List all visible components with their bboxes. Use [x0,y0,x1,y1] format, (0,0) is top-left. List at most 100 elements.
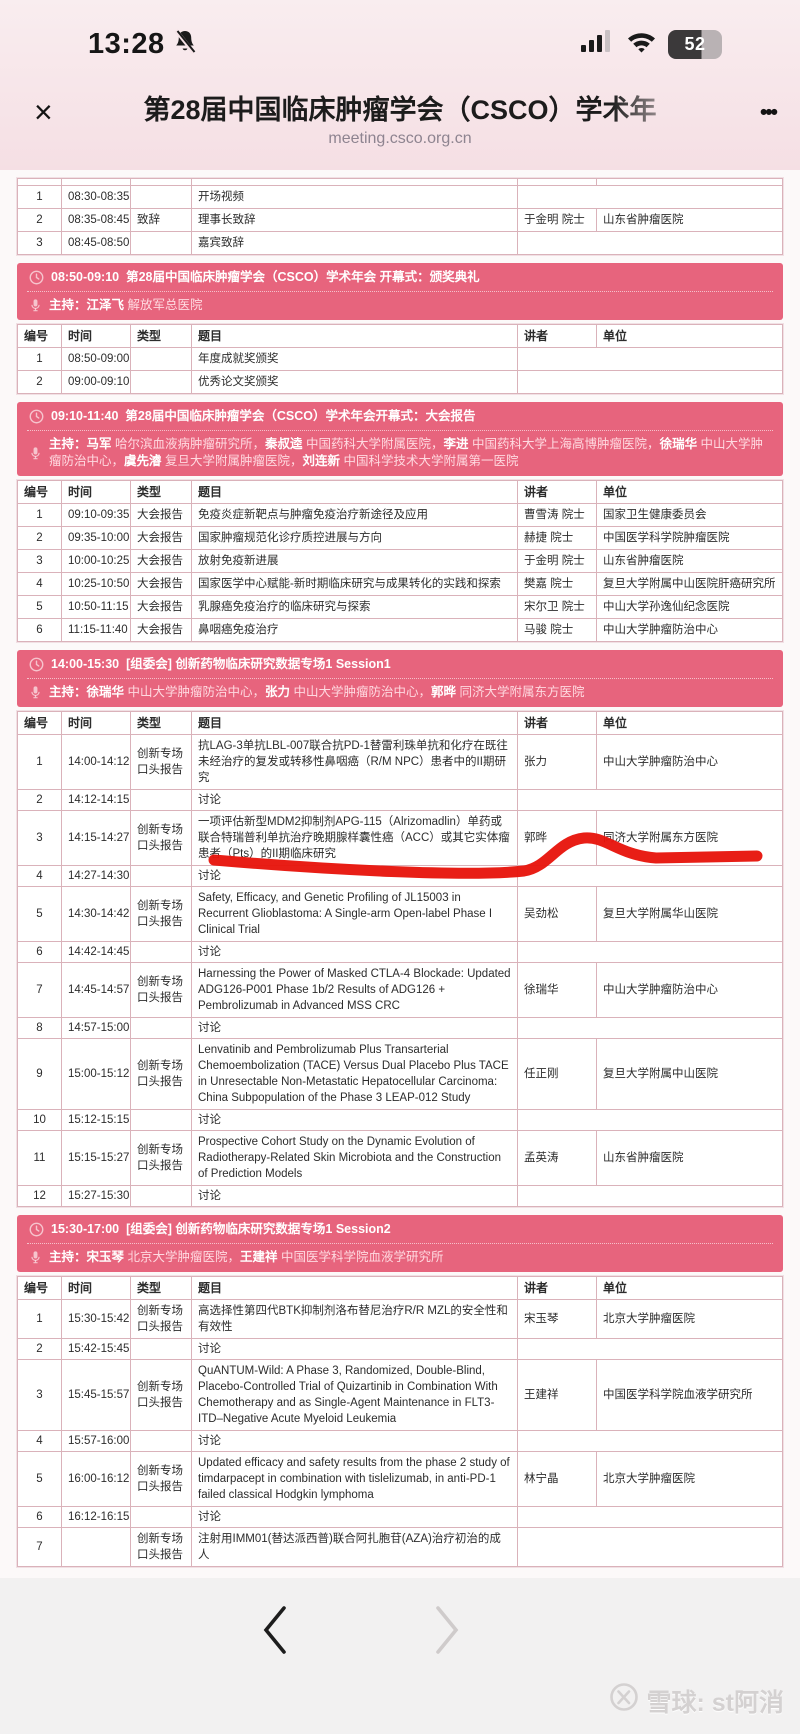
cell-type: 创新专场口头报告 [130,1038,192,1110]
cell-title: 年度成就奖颁奖 [191,347,518,371]
clock-icon [29,657,44,672]
cell-title: QuANTUM-Wild: A Phase 3, Randomized, Dou… [191,1359,518,1431]
mic-icon [29,1250,42,1265]
cell-time: 16:12-16:15 [61,1506,131,1528]
table-row: 8 14:57-15:00 讨论 [17,1017,783,1039]
column-header: 时间 [61,711,131,735]
cell-number: 4 [17,1430,62,1452]
cell-type: 大会报告 [130,595,192,619]
host-org: 同济大学附属东方医院 [456,685,585,699]
host-name: 徐瑞华 [86,685,125,699]
column-header: 讲者 [517,711,597,735]
column-header: 讲者 [517,1276,597,1300]
more-icon[interactable]: ••• [759,101,778,124]
table-row: 5 16:00-16:12 创新专场口头报告 Updated efficacy and… [17,1451,783,1507]
table-row: 9 15:00-15:12 创新专场口头报告 Lenvatinib and Pembr… [17,1038,783,1110]
bell-muted-icon [173,28,197,60]
table-row: 12 15:27-15:30 讨论 [17,1185,783,1207]
signal-icon [581,29,615,59]
cell-title: 讨论 [191,1185,518,1207]
session-title: [组委会] 创新药物临床研究数据专场1 Session2 [126,1222,391,1236]
clock-icon [29,1222,44,1237]
cell-number: 3 [17,810,62,866]
cell-speaker: 宋玉琴 [517,1299,597,1339]
cell-time: 15:45-15:57 [61,1359,131,1431]
cell-speaker-unit-empty [517,1109,783,1131]
cell-speaker-unit-empty [517,1430,783,1452]
table-row: 6 16:12-16:15 讨论 [17,1506,783,1528]
host-name: 李进 [443,437,469,451]
table-row: 3 10:00-10:25 大会报告 放射免疫新进展 于金明 院士 山东省肿瘤医院 [17,549,783,573]
cell-number: 1 [17,503,62,527]
column-header: 编号 [17,711,62,735]
cell-title: 开场视频 [191,185,518,209]
session-time: 15:30-17:00 [51,1222,120,1236]
clock-icon [29,270,44,285]
host-org: 中国医学科学院血液学研究所 [277,1250,444,1264]
cell-type: 大会报告 [130,549,192,573]
cell-unit: 北京大学肿瘤医院 [596,1451,783,1507]
table-header-row: 编号 时间 类型 题目 讲者 单位 [17,324,783,348]
cell-type: 大会报告 [130,572,192,596]
cell-number: 2 [17,526,62,550]
table-row: 2 09:00-09:10 优秀论文奖颁奖 [17,370,783,394]
cell-type [130,789,192,811]
next-page-icon[interactable] [428,1602,466,1663]
mic-icon [29,446,42,461]
cell-type: 大会报告 [130,526,192,550]
cell-speaker: 张力 [517,734,597,790]
cell-title: 讨论 [191,789,518,811]
cell-unit: 中国医学科学院肿瘤医院 [596,526,783,550]
column-header: 讲者 [517,324,597,348]
table-row: 2 09:35-10:00 大会报告 国家肿瘤规范化诊疗质控进展与方向 赫捷 院士 中国医… [17,526,783,550]
host-org: 中山大学肿瘤防治中心 [124,685,253,699]
cell-speaker: 林宁晶 [517,1451,597,1507]
table-row: 1 15:30-15:42 创新专场口头报告 高选择性第四代BTK抑制剂洛布替尼治疗R… [17,1299,783,1339]
cell-number: 12 [17,1185,62,1207]
cell-title: 讨论 [191,1109,518,1131]
cell-title: 讨论 [191,1430,518,1452]
cell-title: Safety, Efficacy, and Genetic Profiling … [191,886,518,942]
cell-speaker: 于金明 院士 [517,208,597,232]
cell-title: 放射免疫新进展 [191,549,518,573]
schedule-table: 编号 时间 类型 题目 讲者 单位 1 15:30-15:42 创新专场口头报告 高选择性第四代B… [16,1275,784,1568]
cell-title: 一项评估新型MDM2抑制剂APG-115（Alrizomadlin）单药或联合特… [191,810,518,866]
cell-time: 14:42-14:45 [61,941,131,963]
table-row: 3 08:45-08:50 嘉宾致辞 [17,231,783,255]
pager-footer: 雪球: st阿消 [0,1578,800,1734]
cell-number: 10 [17,1109,62,1131]
cell-title: 嘉宾致辞 [191,231,518,255]
cell-type: 致辞 [130,208,192,232]
cell-time: 14:57-15:00 [61,1017,131,1039]
cell-number: 1 [17,185,62,209]
column-header: 类型 [130,1276,192,1300]
cell-unit: 中山大学孙逸仙纪念医院 [596,595,783,619]
table-row: 2 15:42-15:45 讨论 [17,1338,783,1360]
page-title: 第28届中国临床肿瘤学会（CSCO）学术年 [143,95,657,125]
column-header: 时间 [61,480,131,504]
cell-time: 14:27-14:30 [61,865,131,887]
host-name: 宋玉琴 [86,1250,125,1264]
cell-time: 14:30-14:42 [61,886,131,942]
cell-type [130,865,192,887]
dotted-divider [27,430,773,431]
cell-title: 注射用IMM01(替达派西普)联合阿扎胞苷(AZA)治疗初治的成人 [191,1527,518,1567]
cell-speaker-unit-empty [517,941,783,963]
column-header: 编号 [17,324,62,348]
close-icon[interactable]: × [34,94,53,130]
table-row: 1 08:50-09:00 年度成就奖颁奖 [17,347,783,371]
cell-unit: 山东省肿瘤医院 [596,208,783,232]
session-title: 第28届中国临床肿瘤学会（CSCO）学术年会开幕式：大会报告 [125,409,476,423]
table-header-row: 编号 时间 类型 题目 讲者 单位 [17,711,783,735]
cell-type: 创新专场口头报告 [130,1451,192,1507]
cell-type [130,1017,192,1039]
session-hosts: 主持：马军 哈尔滨血液病肿瘤研究所，秦叔逵 中国药科大学附属医院，李进 中国药科… [49,437,764,468]
host-org: 中山大学肿瘤防治中心 [290,685,419,699]
table-row: 4 14:27-14:30 讨论 [17,865,783,887]
cell-number: 2 [17,370,62,394]
prev-page-icon[interactable] [256,1602,294,1663]
column-header: 单位 [596,1276,783,1300]
cell-type: 大会报告 [130,618,192,642]
watermark: 雪球: st阿消 [609,1682,784,1719]
cell-title: 优秀论文奖颁奖 [191,370,518,394]
